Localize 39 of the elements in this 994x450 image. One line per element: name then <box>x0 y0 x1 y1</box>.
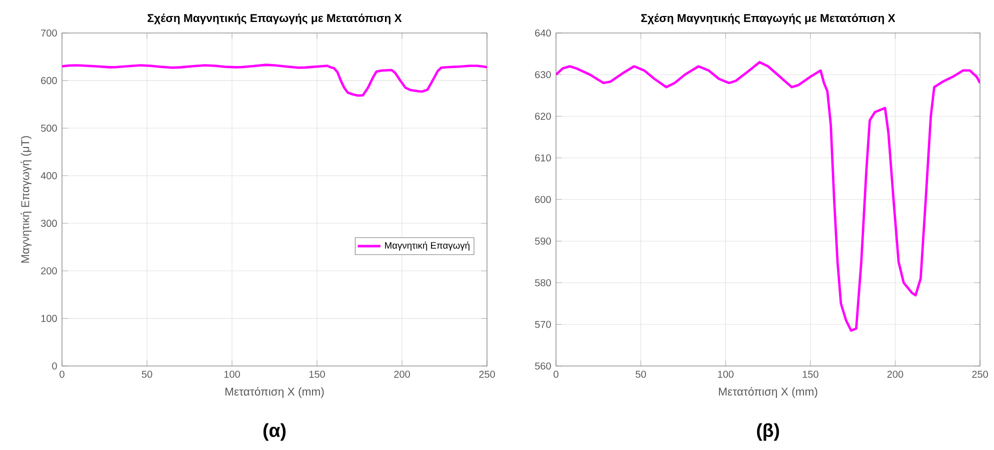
x-axis-title: Μετατόπιση Χ (mm) <box>718 386 818 398</box>
y-tick-label: 580 <box>535 279 551 286</box>
y-tick-label: 620 <box>535 112 551 120</box>
line-series <box>556 60 980 332</box>
x-tick-label: 200 <box>394 370 410 378</box>
y-tick-label: 570 <box>535 320 551 328</box>
y-axis-title: Μαγνητική Επαγωγή (μT) <box>20 136 32 263</box>
y-tick-label: 600 <box>41 77 57 84</box>
y-tick-label: 300 <box>40 220 57 227</box>
y-tick-label: 590 <box>535 238 551 245</box>
x-tick-label: 200 <box>887 370 904 378</box>
x-tick-label: 250 <box>479 370 495 378</box>
text: (β) <box>757 423 779 441</box>
x-tick-label: 50 <box>142 370 152 378</box>
chart-title: Σχέση Μαγνητικής Επαγωγής με Μετατόπιση Χ <box>641 14 896 24</box>
y-tick-label: 640 <box>535 29 551 37</box>
y-tick-label: 0 <box>52 362 57 370</box>
y-tick-label: 200 <box>41 267 57 274</box>
x-tick-label: 50 <box>636 370 646 378</box>
x-axis-title: Μετατόπιση Χ (mm) <box>225 386 324 398</box>
y-tick-label: 100 <box>41 314 57 322</box>
y-tick-label: 600 <box>535 196 551 204</box>
y-tick-label: 700 <box>41 29 57 37</box>
x-tick-label: 150 <box>309 370 325 378</box>
x-tick-label: 0 <box>554 370 558 378</box>
y-tick-label: 500 <box>41 124 57 132</box>
text: (α) <box>263 423 286 441</box>
x-tick-label: 0 <box>60 370 64 378</box>
legend-label: Μαγνητική Επαγωγή <box>385 242 470 251</box>
x-tick-label: 100 <box>224 370 240 378</box>
y-tick-label: 560 <box>535 362 551 370</box>
y-tick-label: 630 <box>535 71 551 78</box>
y-tick-label: 610 <box>535 154 551 162</box>
line-series <box>62 64 488 97</box>
y-tick-label: 400 <box>40 172 57 180</box>
x-tick-label: 250 <box>972 370 988 378</box>
chart-title: Σχέση Μαγνητικής Επαγωγής με Μετατόπιση Χ <box>148 14 402 24</box>
x-tick-label: 100 <box>718 370 734 378</box>
x-tick-label: 150 <box>802 370 818 378</box>
